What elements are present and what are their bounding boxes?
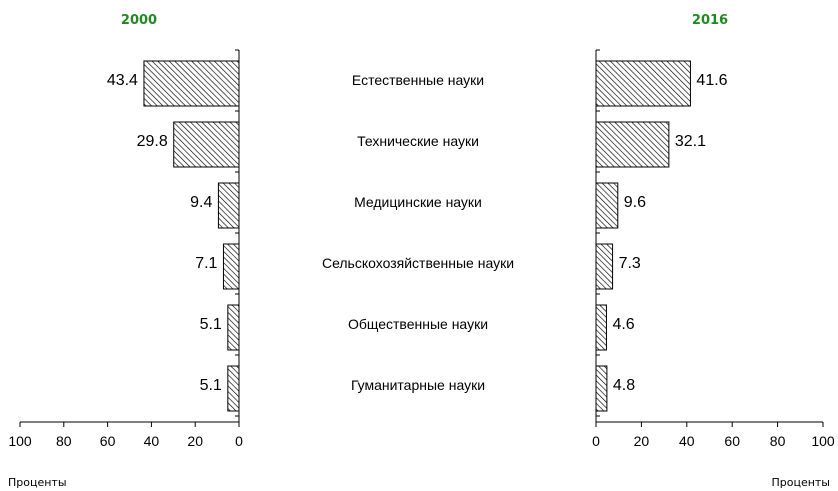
right-bar bbox=[595, 182, 619, 229]
category-label: Сельскохозяйственные науки bbox=[322, 255, 514, 271]
left-bar-value-label: 9.4 bbox=[190, 194, 212, 211]
left-bar-value-label: 7.1 bbox=[195, 255, 217, 272]
right-bar bbox=[595, 365, 608, 412]
left-panel-bars: 43.4 29.8 9.4 7.1 5.1 5.1 bbox=[107, 60, 240, 412]
right-bar bbox=[595, 121, 670, 168]
category-label: Гуманитарные науки bbox=[351, 377, 485, 393]
left-x-tick-label: 0 bbox=[235, 433, 243, 449]
left-panel-axes: 0 20 40 60 80 100 bbox=[8, 49, 243, 449]
right-x-tick-label: 20 bbox=[634, 433, 650, 449]
right-bar-value-label: 9.6 bbox=[624, 194, 646, 211]
left-bar bbox=[173, 121, 240, 168]
right-bar bbox=[595, 60, 691, 107]
left-bar-value-label: 5.1 bbox=[200, 377, 222, 394]
category-label: Технические науки bbox=[357, 133, 479, 149]
right-bar-value-label: 4.8 bbox=[613, 377, 635, 394]
left-bar bbox=[217, 182, 240, 229]
right-x-tick-label: 60 bbox=[724, 433, 740, 449]
category-label: Естественные науки bbox=[352, 72, 484, 88]
left-x-tick-label: 60 bbox=[100, 433, 116, 449]
right-bar-value-label: 7.3 bbox=[619, 255, 641, 272]
left-bar-value-label: 5.1 bbox=[200, 316, 222, 333]
left-axis-unit-label: Проценты bbox=[8, 476, 67, 489]
right-x-tick-label: 40 bbox=[679, 433, 695, 449]
right-panel-bars: 41.6 32.1 9.6 7.3 4.6 4.8 bbox=[595, 60, 728, 412]
left-x-tick-label: 100 bbox=[8, 433, 32, 449]
left-bar bbox=[143, 60, 240, 107]
right-x-tick-label: 80 bbox=[770, 433, 786, 449]
left-bar bbox=[222, 243, 240, 290]
right-bar bbox=[595, 304, 607, 351]
right-panel-year-label: 2016 bbox=[692, 13, 728, 28]
left-bar-value-label: 43.4 bbox=[107, 72, 138, 89]
left-panel-year-label: 2000 bbox=[121, 13, 157, 28]
left-x-tick-label: 20 bbox=[187, 433, 203, 449]
right-panel-axes: 0 20 40 60 80 100 bbox=[592, 49, 835, 449]
right-x-tick-label: 100 bbox=[811, 433, 835, 449]
right-axis-unit-label: Проценты bbox=[771, 476, 830, 489]
left-x-tick-label: 80 bbox=[56, 433, 72, 449]
right-bar-value-label: 32.1 bbox=[675, 133, 706, 150]
right-bar bbox=[595, 243, 614, 290]
category-labels: Естественные науки Технические науки Медиц… bbox=[322, 72, 514, 393]
left-bar bbox=[227, 304, 240, 351]
left-x-tick-label: 40 bbox=[144, 433, 160, 449]
right-bar-value-label: 4.6 bbox=[612, 316, 634, 333]
right-x-tick-label: 0 bbox=[592, 433, 600, 449]
left-bar bbox=[227, 365, 240, 412]
left-bar-value-label: 29.8 bbox=[137, 133, 168, 150]
right-bar-value-label: 41.6 bbox=[696, 72, 727, 89]
category-label: Общественные науки bbox=[348, 316, 488, 332]
category-label: Медицинские науки bbox=[354, 194, 482, 210]
